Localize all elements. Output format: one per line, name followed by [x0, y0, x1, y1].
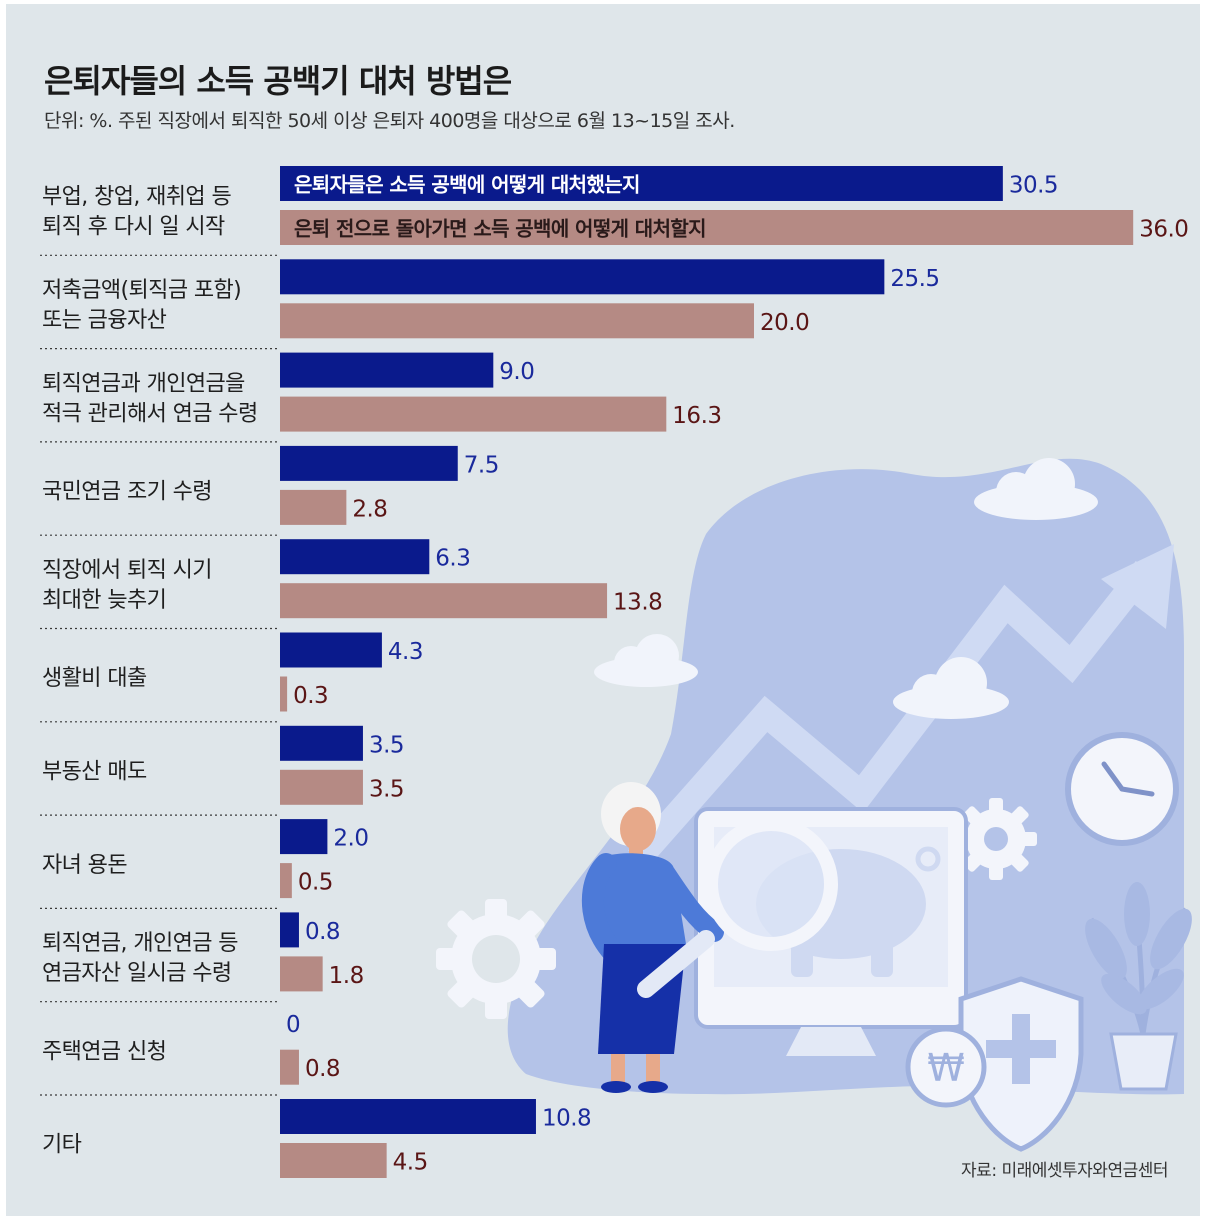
illustration: ₩: [436, 458, 1192, 1152]
bar-series-1: [280, 352, 494, 388]
value-label: 10.8: [542, 1106, 591, 1132]
value-label: 20.0: [760, 310, 809, 336]
value-label: 25.5: [890, 266, 939, 292]
legend-entry: 은퇴 전으로 돌아가면 소득 공백에 어떻게 대처할지: [294, 217, 706, 241]
bar-series-1: [280, 725, 363, 761]
bar-series-2: [280, 1143, 387, 1178]
value-label: 3.5: [369, 732, 404, 758]
value-label: 3.5: [369, 776, 404, 802]
shield-icon: [958, 976, 1084, 1152]
value-label: 7.5: [464, 452, 499, 478]
value-label: 4.3: [388, 639, 423, 665]
bar-series-1: [280, 1099, 536, 1134]
bar-series-2: [280, 769, 363, 805]
category-label-line: 연금자산 일시금 수령: [42, 961, 232, 986]
value-label: 16.3: [672, 403, 721, 429]
source-note: 자료: 미래에셋투자와연금센터: [961, 1161, 1168, 1181]
category-label-line: 기타: [42, 1133, 82, 1158]
bar-series-1: [280, 632, 382, 668]
category-label-line: 퇴직연금, 개인연금 등: [42, 931, 238, 956]
infographic-frame: ₩ 은퇴자들의 소: [6, 4, 1200, 1216]
chart-subtitle: 단위: %. 주된 직장에서 퇴직한 50세 이상 은퇴자 400명을 대상으로…: [44, 110, 735, 132]
plant-icon: [1085, 882, 1192, 1091]
category-label-line: 주택연금 신청: [42, 1039, 166, 1064]
trend-arrow-head: [1101, 544, 1174, 629]
svg-text:₩: ₩: [927, 1046, 965, 1090]
chart-title: 은퇴자들의 소득 공백기 대처 방법은: [44, 62, 512, 100]
bar-series-1: [280, 166, 1003, 201]
value-label: 36.0: [1139, 217, 1188, 243]
won-coin-icon: ₩: [905, 1026, 987, 1108]
magnifier-icon: [637, 817, 838, 998]
category-label: 기타: [42, 1133, 82, 1158]
bar-series-2: [280, 396, 667, 432]
value-label: 0.8: [305, 1056, 340, 1082]
value-label: 13.8: [613, 590, 662, 616]
value-label: 2.8: [352, 496, 387, 522]
bar-series-2: [280, 303, 754, 339]
gear-icon: [436, 798, 1037, 1019]
category-label: 자녀 용돈: [42, 853, 127, 878]
bar-series-1: [280, 539, 430, 575]
bar-series-2: [280, 1049, 299, 1085]
bar-series-2: [280, 489, 347, 525]
value-label: 2.0: [333, 826, 368, 852]
bar-series-2: [280, 956, 323, 992]
value-label: 0.3: [293, 683, 328, 709]
category-label: 국민연금 조기 수령: [42, 480, 212, 505]
category-label: 생활비 대출: [42, 666, 147, 691]
legend-entry: 은퇴자들은 소득 공백에 어떻게 대처했는지: [294, 173, 640, 197]
value-label: 0.5: [298, 870, 333, 896]
bar-series-2: [280, 583, 608, 619]
category-label-line: 자녀 용돈: [42, 853, 127, 878]
value-label: 0.8: [305, 919, 340, 945]
bar-series-2: [280, 863, 292, 899]
value-label: 30.5: [1009, 173, 1058, 199]
bar-series-1: [280, 912, 299, 948]
category-label: 부동산 매도: [42, 759, 147, 784]
value-label: 9.0: [499, 359, 534, 385]
cloud-icon: [594, 458, 1098, 719]
category-label-line: 최대한 늦추기: [42, 588, 166, 613]
category-label-line: 또는 금융자산: [42, 308, 167, 333]
category-label-line: 직장에서 퇴직 시기: [42, 558, 212, 583]
value-label: 1.8: [329, 963, 364, 989]
clock-icon: [1065, 732, 1179, 846]
value-label: 4.5: [393, 1150, 428, 1176]
category-label-line: 퇴직연금과 개인연금을: [42, 371, 245, 396]
bar-series-2: [280, 676, 288, 712]
category-label-line: 적극 관리해서 연금 수령: [42, 401, 258, 426]
category-label-line: 국민연금 조기 수령: [42, 480, 212, 505]
value-label: 0: [286, 1012, 300, 1038]
bar-series-2: [280, 210, 1134, 245]
category-label-line: 부동산 매도: [42, 759, 147, 784]
category-label-line: 부업, 창업, 재취업 등: [42, 185, 231, 210]
value-label: 6.3: [435, 546, 470, 572]
bar-series-1: [280, 819, 328, 855]
category-label: 저축금액(퇴직금 포함) 또는 금융자산: [42, 278, 241, 333]
category-label-line: 생활비 대출: [42, 666, 147, 691]
category-label-line: 퇴직 후 다시 일 시작: [42, 215, 225, 240]
bar-series-1: [280, 259, 885, 295]
bar-series-1: [280, 445, 458, 481]
category-label: 주택연금 신청: [42, 1039, 166, 1064]
category-label-line: 저축금액(퇴직금 포함): [42, 278, 241, 303]
